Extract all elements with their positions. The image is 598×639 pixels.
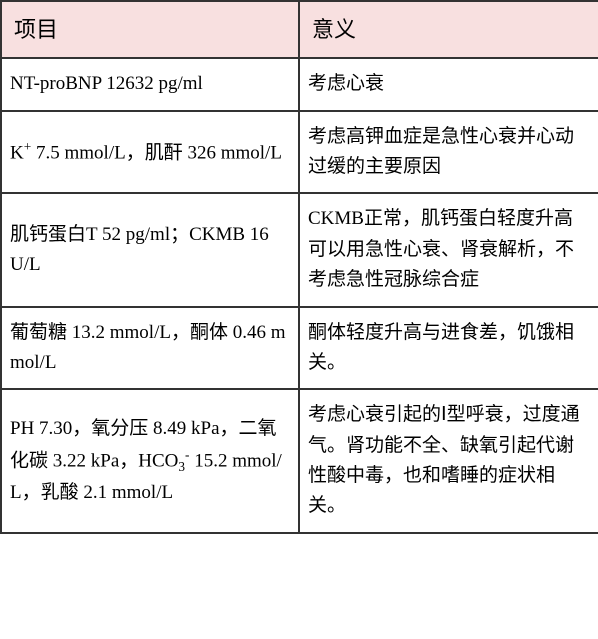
table-header-row: 项目 意义 [1,1,598,58]
project-cell: 肌钙蛋白T 52 pg/ml；CKMB 16 U/L [1,193,299,306]
project-cell: NT-proBNP 12632 pg/ml [1,58,299,110]
table-row: PH 7.30，氧分压 8.49 kPa，二氧化碳 3.22 kPa，HCO3-… [1,389,598,533]
table-row: 肌钙蛋白T 52 pg/ml；CKMB 16 U/L CKMB正常，肌钙蛋白轻度… [1,193,598,306]
column-header-project: 项目 [1,1,299,58]
project-cell: PH 7.30，氧分压 8.49 kPa，二氧化碳 3.22 kPa，HCO3-… [1,389,299,533]
lab-results-table: 项目 意义 NT-proBNP 12632 pg/ml 考虑心衰 K+ 7.5 … [0,0,598,534]
meaning-cell: 酮体轻度升高与进食差，饥饿相关。 [299,307,598,390]
column-header-meaning: 意义 [299,1,598,58]
meaning-cell: CKMB正常，肌钙蛋白轻度升高可以用急性心衰、肾衰解析，不考虑急性冠脉综合症 [299,193,598,306]
meaning-cell: 考虑心衰引起的Ⅰ型呼衰，过度通气。肾功能不全、缺氧引起代谢性酸中毒，也和嗜睡的症… [299,389,598,533]
table-row: 葡萄糖 13.2 mmol/L，酮体 0.46 mmol/L 酮体轻度升高与进食… [1,307,598,390]
table-row: K+ 7.5 mmol/L，肌酐 326 mmol/L 考虑高钾血症是急性心衰并… [1,111,598,194]
meaning-cell: 考虑心衰 [299,58,598,110]
project-cell: 葡萄糖 13.2 mmol/L，酮体 0.46 mmol/L [1,307,299,390]
table-row: NT-proBNP 12632 pg/ml 考虑心衰 [1,58,598,110]
project-cell: K+ 7.5 mmol/L，肌酐 326 mmol/L [1,111,299,194]
meaning-cell: 考虑高钾血症是急性心衰并心动过缓的主要原因 [299,111,598,194]
